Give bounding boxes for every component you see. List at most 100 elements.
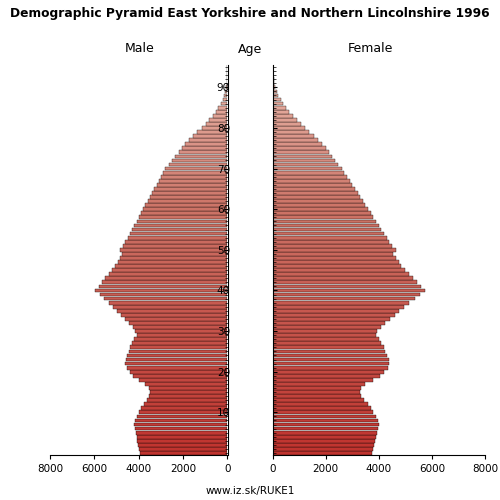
Bar xyxy=(272,431,377,434)
Bar xyxy=(272,110,289,114)
Bar xyxy=(190,138,228,142)
Bar xyxy=(120,248,228,252)
Bar xyxy=(272,414,376,418)
Bar xyxy=(202,126,228,130)
Bar xyxy=(210,118,228,122)
Bar xyxy=(227,78,228,81)
Bar xyxy=(272,296,414,300)
Bar xyxy=(272,354,387,358)
Bar xyxy=(272,106,286,110)
Bar xyxy=(272,443,374,446)
Bar xyxy=(121,313,228,316)
Text: Male: Male xyxy=(125,42,155,56)
Bar xyxy=(272,150,329,154)
Text: Demographic Pyramid East Yorkshire and Northern Lincolnshire 1996: Demographic Pyramid East Yorkshire and N… xyxy=(10,8,490,20)
Bar xyxy=(272,138,318,142)
Bar xyxy=(272,208,368,211)
Bar xyxy=(176,154,228,158)
Bar xyxy=(272,199,363,203)
Bar xyxy=(129,350,228,354)
Bar xyxy=(150,195,228,199)
Bar xyxy=(272,126,305,130)
Bar xyxy=(161,175,228,178)
Bar xyxy=(272,329,378,333)
Bar xyxy=(100,292,228,296)
Bar xyxy=(113,305,228,308)
Bar xyxy=(272,78,274,81)
Bar xyxy=(134,224,228,228)
Bar xyxy=(141,406,228,410)
Bar xyxy=(126,362,228,366)
Bar xyxy=(272,236,386,240)
Bar xyxy=(272,325,381,329)
Bar xyxy=(272,406,371,410)
Bar xyxy=(272,212,371,215)
Bar xyxy=(272,256,396,260)
Bar xyxy=(272,98,280,102)
Bar xyxy=(123,244,228,248)
Bar xyxy=(272,240,390,244)
Bar xyxy=(130,232,228,235)
Bar xyxy=(136,435,228,438)
Bar xyxy=(272,244,392,248)
Bar xyxy=(272,317,390,321)
Bar xyxy=(272,402,368,406)
Bar xyxy=(99,284,228,288)
Bar xyxy=(143,208,228,211)
Bar xyxy=(139,378,228,382)
Bar xyxy=(272,114,293,117)
Bar xyxy=(224,94,228,98)
Bar xyxy=(136,329,228,333)
Bar xyxy=(156,183,228,186)
Bar xyxy=(272,346,384,349)
Bar xyxy=(272,288,425,292)
Bar xyxy=(139,216,228,219)
Bar xyxy=(272,370,384,374)
Bar xyxy=(109,272,228,276)
Bar xyxy=(272,216,374,219)
Bar xyxy=(272,301,409,304)
Bar xyxy=(226,90,228,94)
Bar xyxy=(272,447,373,451)
Bar xyxy=(272,142,322,146)
Bar xyxy=(272,439,375,442)
Bar xyxy=(220,102,228,105)
Bar xyxy=(136,334,228,337)
Bar xyxy=(136,220,228,224)
Bar xyxy=(272,183,352,186)
Bar xyxy=(139,410,228,414)
Bar xyxy=(136,414,228,418)
Bar xyxy=(272,228,382,232)
Bar xyxy=(112,268,228,272)
Bar xyxy=(226,82,228,85)
Bar xyxy=(102,280,228,284)
Bar xyxy=(272,166,342,170)
Bar xyxy=(272,82,274,85)
Bar xyxy=(272,260,398,264)
Bar xyxy=(135,426,228,430)
Bar xyxy=(158,179,228,182)
Bar xyxy=(272,276,414,280)
Bar xyxy=(122,252,228,256)
Bar xyxy=(130,370,228,374)
Bar xyxy=(146,204,228,207)
Bar xyxy=(272,358,389,362)
Bar xyxy=(272,292,420,296)
Bar xyxy=(144,402,228,406)
Bar xyxy=(154,187,228,191)
Bar xyxy=(194,134,228,138)
Bar xyxy=(136,431,228,434)
Bar xyxy=(134,338,228,341)
Bar xyxy=(272,410,374,414)
Bar xyxy=(272,435,376,438)
Bar xyxy=(148,199,228,203)
Bar xyxy=(134,422,228,426)
Bar xyxy=(272,130,310,134)
Bar xyxy=(128,236,228,240)
Bar xyxy=(272,154,332,158)
Bar xyxy=(126,358,228,362)
Bar xyxy=(138,443,228,446)
Bar xyxy=(106,276,228,280)
Bar xyxy=(272,382,366,386)
Bar xyxy=(138,439,228,442)
